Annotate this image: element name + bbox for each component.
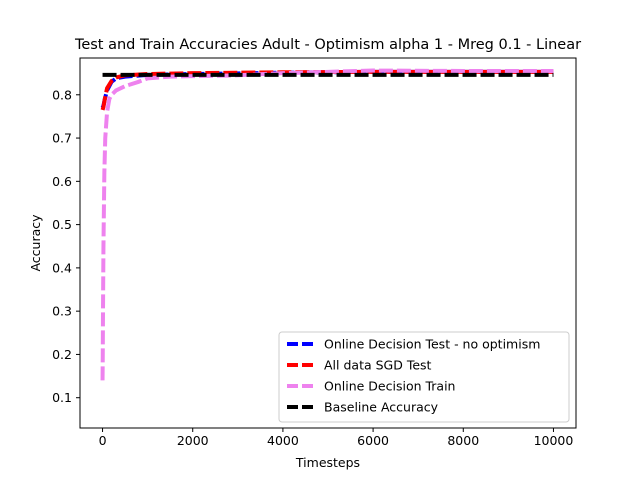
x-axis: 0 2000 4000 6000 8000 10000	[99, 428, 574, 448]
series-layer	[100, 68, 554, 381]
legend: Online Decision Test - no optimism All da…	[278, 331, 570, 423]
x-tick-label: 4000	[267, 433, 299, 448]
chart-title: Test and Train Accuracies Adult - Optimi…	[74, 37, 581, 53]
legend-label-4: Baseline Accuracy	[324, 400, 439, 415]
y-axis: 0.1 0.2 0.3 0.4 0.5 0.6 0.7 0.8	[52, 87, 80, 405]
y-axis-label: Accuracy	[28, 214, 43, 272]
y-tick-label: 0.4	[52, 260, 72, 275]
y-tick-label: 0.5	[52, 217, 72, 232]
y-tick-label: 0.2	[52, 347, 72, 362]
x-tick-label: 8000	[447, 433, 479, 448]
plot-frame	[79, 57, 577, 429]
legend-label-3: Online Decision Train	[324, 379, 455, 394]
x-axis-label: Timesteps	[295, 455, 360, 470]
legend-label-2: All data SGD Test	[324, 358, 432, 373]
y-tick-label: 0.3	[52, 304, 72, 319]
x-tick-label: 10000	[534, 433, 574, 448]
y-tick-label: 0.1	[52, 390, 72, 405]
y-tick-label: 0.8	[52, 87, 72, 102]
legend-box	[278, 331, 570, 423]
x-tick-label: 2000	[177, 433, 209, 448]
x-tick-label: 0	[99, 433, 107, 448]
x-tick-label: 6000	[357, 433, 389, 448]
legend-label-1: Online Decision Test - no optimism	[324, 337, 540, 352]
y-tick-label: 0.7	[52, 131, 72, 146]
y-tick-label: 0.6	[52, 174, 72, 189]
